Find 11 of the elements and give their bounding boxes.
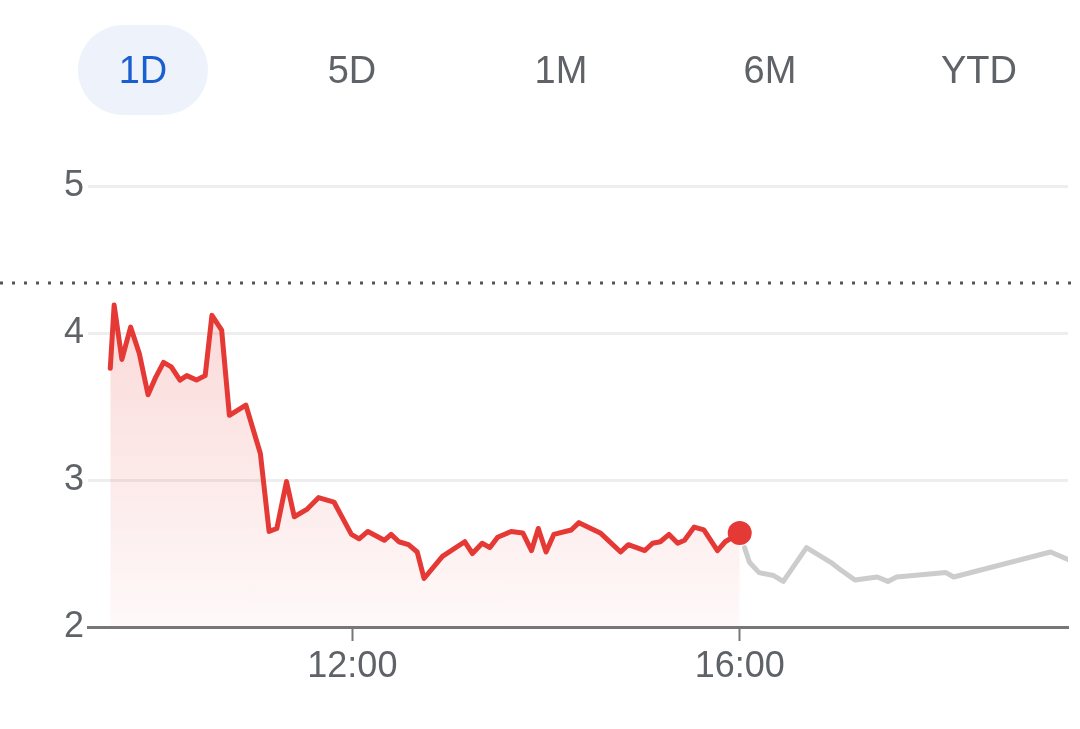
y-tick-label: 2 (63, 603, 84, 645)
text: 1M (533, 47, 589, 93)
x-tick-label: 12:00 (307, 643, 398, 685)
y-tick-label: 3 (63, 456, 84, 498)
y-tick-label: 5 (63, 162, 84, 204)
x-tick-label: 16:00 (694, 643, 785, 685)
text: 1D (78, 25, 208, 115)
text: YTD (940, 47, 1018, 93)
text: 5D (326, 47, 378, 93)
text: 6M (742, 47, 798, 93)
y-tick-label: 4 (63, 309, 84, 351)
